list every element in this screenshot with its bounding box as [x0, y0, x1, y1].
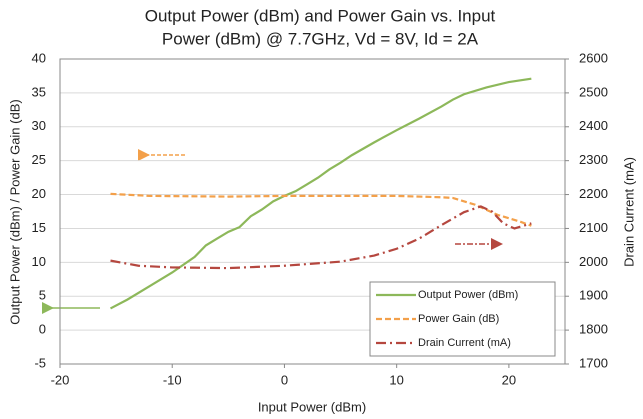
- y-tick-label: 20: [32, 186, 46, 201]
- x-tick-label: -10: [163, 372, 182, 387]
- y2-tick-label: 2200: [579, 186, 608, 201]
- y2-tick-label: 2300: [579, 152, 608, 167]
- chart-title: Output Power (dBm) and Power Gain vs. In…: [145, 6, 496, 25]
- legend-label: Output Power (dBm): [418, 289, 518, 301]
- y2-tick-label: 2400: [579, 118, 608, 133]
- series-line: [110, 205, 532, 270]
- y-tick-label: 15: [32, 220, 46, 235]
- y2-tick-label: 2000: [579, 254, 608, 269]
- y-tick-label: 0: [39, 322, 46, 337]
- x-tick-label: -20: [51, 372, 70, 387]
- legend-label: Drain Current (mA): [418, 337, 511, 349]
- plot-border: [59, 58, 566, 365]
- y-axis-label: Output Power (dBm) / Power Gain (dB): [7, 99, 22, 324]
- y-tick-label: 25: [32, 152, 46, 167]
- y2-tick-label: 1800: [579, 322, 608, 337]
- x-tick-label: 0: [281, 372, 288, 387]
- y2-axis-label: Drain Current (mA): [621, 157, 636, 267]
- x-axis-label: Input Power (dBm): [258, 399, 366, 414]
- x-tick-label: 20: [502, 372, 516, 387]
- y-tick-label: 5: [39, 288, 46, 303]
- y2-tick-label: 2600: [579, 50, 608, 65]
- y-tick-label: 40: [32, 50, 46, 65]
- y2-tick-label: 2500: [579, 84, 608, 99]
- series-line: [109, 77, 532, 310]
- x-tick-label: 10: [389, 372, 403, 387]
- y-tick-label: 10: [32, 254, 46, 269]
- y-tick-label: 35: [32, 84, 46, 99]
- y2-tick-label: 1900: [579, 288, 608, 303]
- y-tick-label: 30: [32, 118, 46, 133]
- legend-label: Power Gain (dB): [418, 313, 499, 325]
- chart-title: Power (dBm) @ 7.7GHz, Vd = 8V, Id = 2A: [162, 29, 479, 48]
- y-tick-label: -5: [34, 355, 46, 370]
- y2-tick-label: 1700: [579, 355, 608, 370]
- series-line: [110, 192, 532, 227]
- y2-tick-label: 2100: [579, 220, 608, 235]
